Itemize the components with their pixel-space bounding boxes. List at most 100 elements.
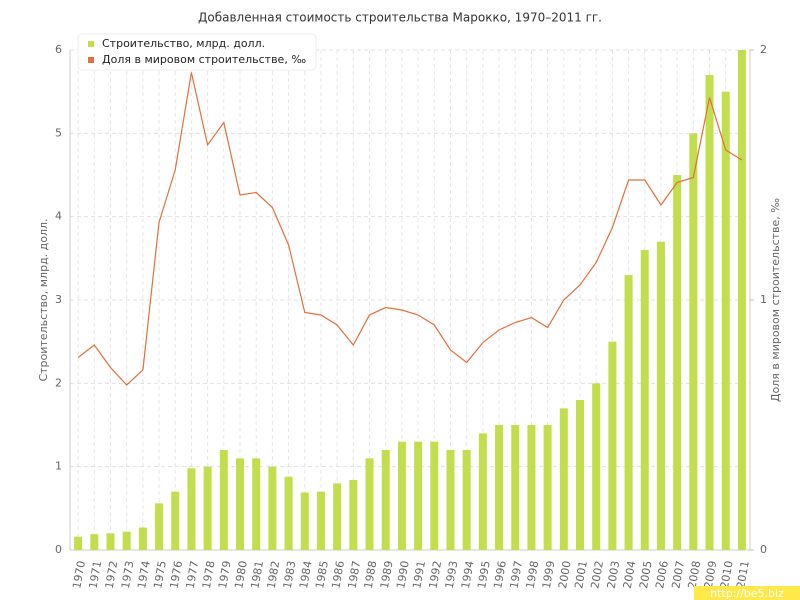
bar [122, 531, 131, 550]
y2-tick-label: 0 [760, 543, 767, 556]
bar [705, 75, 714, 550]
x-tick-label: 2005 [637, 560, 655, 590]
x-tick-label: 1981 [248, 560, 266, 590]
x-tick-label: 2004 [621, 560, 639, 590]
bar [349, 480, 358, 550]
bar [430, 441, 439, 550]
legend-box [77, 33, 317, 71]
x-tick-label: 2003 [605, 560, 623, 590]
bar [527, 425, 536, 550]
x-tick-label: 2001 [572, 560, 590, 590]
x-tick-label: 1996 [491, 560, 509, 590]
x-tick-label: 1978 [200, 560, 218, 590]
x-tick-label: 2000 [556, 560, 574, 590]
bar [90, 534, 99, 550]
y-tick-label: 4 [55, 210, 62, 223]
bar [171, 491, 180, 550]
y-axis-label: Строительство, млрд. долл. [37, 218, 50, 381]
x-tick-label: 1974 [135, 560, 153, 590]
y-tick-label: 3 [55, 293, 62, 306]
bar [106, 533, 115, 550]
legend-marker [88, 41, 94, 47]
bar [236, 458, 244, 550]
chart-title: Добавленная стоимость строительства Маро… [198, 11, 602, 25]
bar [511, 425, 520, 550]
x-tick-label: 2011 [734, 560, 752, 590]
bar [640, 250, 649, 550]
x-tick-label: 1995 [475, 560, 493, 590]
x-tick-label: 2007 [669, 560, 687, 590]
x-tick-label: 1973 [119, 560, 137, 590]
x-tick-label: 1972 [103, 560, 121, 590]
bar [656, 241, 665, 550]
x-tick-label: 2009 [702, 560, 720, 590]
bar [187, 468, 196, 550]
bar [689, 133, 698, 551]
x-tick-label: 2002 [588, 560, 606, 590]
y-tick-label: 1 [55, 460, 62, 473]
x-tick-label: 1983 [281, 560, 299, 590]
bar [74, 536, 83, 550]
bar [203, 466, 212, 550]
x-tick-label: 1990 [394, 560, 412, 590]
x-tick-label: 1997 [507, 560, 525, 590]
bar [397, 441, 406, 550]
x-tick-label: 1988 [362, 560, 380, 590]
bar [381, 450, 390, 550]
x-tick-label: 1992 [427, 560, 445, 590]
x-tick-label: 1977 [184, 560, 202, 590]
y2-tick-label: 1 [760, 293, 767, 306]
x-tick-label: 1999 [540, 560, 558, 590]
bar [673, 175, 682, 550]
bar [138, 527, 147, 550]
legend-label: Строительство, млрд. долл. [102, 37, 265, 50]
line [77, 72, 743, 386]
bar [333, 483, 342, 550]
x-tick-label: 1993 [443, 560, 461, 590]
bar [624, 275, 633, 550]
x-tick-label: 1982 [265, 560, 283, 590]
x-tick-label: 1989 [378, 560, 396, 590]
x-tick-label: 2010 [718, 560, 736, 590]
bar [446, 450, 455, 550]
y-tick-label: 6 [55, 43, 62, 56]
x-tick-label: 1986 [329, 560, 347, 590]
x-tick-label: 1980 [232, 560, 250, 590]
bar [543, 425, 552, 550]
x-tick-label: 1998 [524, 560, 542, 590]
x-tick-label: 1985 [313, 560, 331, 590]
bar [219, 450, 228, 550]
bar [721, 91, 730, 551]
bar [495, 425, 504, 550]
bar [592, 383, 601, 550]
bar [284, 476, 293, 550]
legend-marker [88, 57, 94, 63]
bar [576, 400, 584, 550]
x-tick-label: 1991 [410, 560, 428, 590]
watermark-box [694, 586, 800, 600]
x-tick-label: 1994 [459, 560, 477, 590]
bar [414, 441, 423, 550]
bar [316, 491, 325, 550]
x-tick-label: 1984 [297, 560, 315, 590]
watermark: http://be5.biz [710, 587, 784, 600]
bar [365, 458, 374, 550]
x-tick-label: 1976 [167, 560, 185, 590]
y2-axis-label: Доля в мировом строительстве, ‰ [769, 198, 782, 402]
bar [608, 341, 617, 550]
y-tick-label: 5 [55, 126, 62, 139]
x-tick-label: 1970 [70, 560, 88, 590]
bar [478, 433, 487, 550]
bar [268, 466, 277, 550]
bar [300, 492, 309, 550]
y-tick-label: 2 [55, 376, 62, 389]
bar [737, 50, 746, 550]
x-tick-label: 1979 [216, 560, 234, 590]
x-tick-label: 1987 [346, 560, 364, 590]
x-tick-label: 1971 [87, 560, 105, 590]
bar [155, 503, 164, 550]
y-tick-label: 0 [55, 543, 62, 556]
plot-area: 0123456012197019711972197319741975197619… [55, 33, 767, 590]
x-tick-label: 2006 [653, 560, 671, 590]
